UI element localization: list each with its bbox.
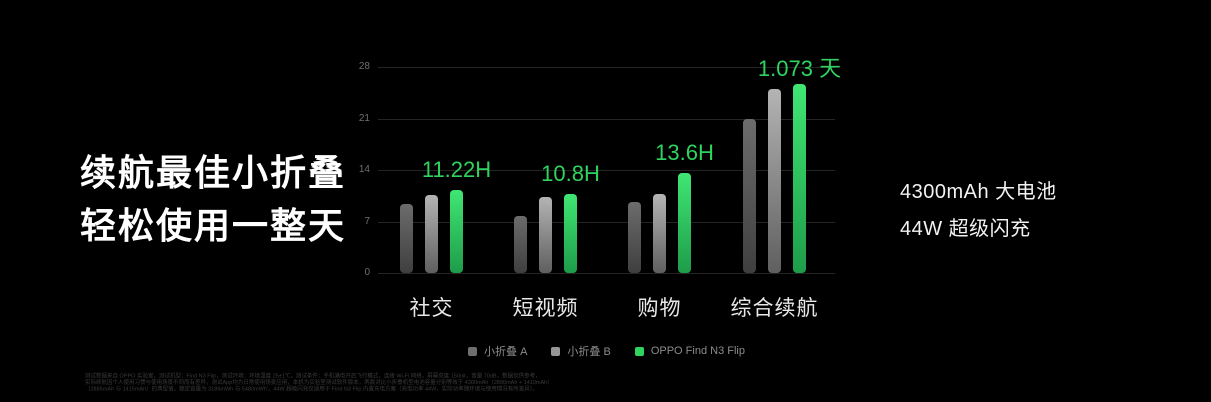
value-label-短视频: 10.8H	[541, 160, 600, 186]
headline: 续航最佳小折叠 轻松使用一整天	[80, 146, 346, 252]
bar-综合续航-小折叠 A	[743, 118, 756, 273]
legend-label: OPPO Find N3 Flip	[650, 345, 745, 357]
spec-battery: 4300mAh 大电池	[900, 181, 1057, 203]
bar-社交-小折叠 A	[400, 203, 413, 273]
bar-综合续航-OPPO Find N3 Flip	[793, 83, 806, 273]
legend-item-小折叠 B: 小折叠 B	[551, 343, 611, 359]
footnote-line-2: 实际续航因个人使用习惯与使用场景不同而有差异，测试App均为日常使用场景应用，本…	[85, 379, 553, 386]
y-axis-tick-21: 21	[358, 112, 370, 124]
chart-legend: 小折叠 A 小折叠 B OPPO Find N3 Flip	[378, 343, 835, 359]
footnote-text: 测试数据来自 OPPO 实验室，测试机型：Find N3 Flip，测试环境：环…	[85, 373, 595, 393]
legend-swatch-icon	[634, 346, 644, 356]
legend-swatch-icon	[468, 346, 478, 356]
spec-highlights: 4300mAh 大电池 44W 超级闪充	[900, 174, 1057, 248]
legend-swatch-icon	[551, 346, 561, 356]
bar-短视频-小折叠 A	[514, 216, 527, 273]
category-label-购物: 购物	[637, 297, 682, 320]
value-label-购物: 13.6H	[655, 139, 714, 165]
gridline-y-28	[378, 67, 835, 68]
gridline-y-21	[378, 118, 835, 120]
y-axis-tick-0: 0	[364, 267, 370, 278]
y-axis-tick-14: 14	[358, 164, 370, 175]
category-label-短视频: 短视频	[512, 297, 579, 320]
value-label-综合续航: 1.073 天	[757, 55, 842, 81]
bar-短视频-小折叠 B	[539, 197, 552, 273]
gridline-y-0	[378, 273, 835, 274]
bar-社交-小折叠 B	[425, 195, 438, 273]
gridline-y-14	[378, 170, 835, 171]
footnote-line-1: 测试数据来自 OPPO 实验室，测试机型：Find N3 Flip，测试环境：环…	[85, 373, 541, 379]
gridline-y-7	[378, 221, 835, 223]
category-label-综合续航: 综合续航	[730, 297, 819, 320]
headline-line-2: 轻松使用一整天	[80, 205, 347, 246]
legend-item-小折叠 A: 小折叠 A	[468, 343, 527, 359]
headline-line-1: 续航最佳小折叠	[80, 152, 347, 193]
y-axis-tick-7: 7	[364, 215, 370, 227]
bar-购物-小折叠 B	[653, 194, 666, 273]
bar-综合续航-小折叠 B	[768, 89, 781, 273]
spec-charging: 44W 超级闪充	[900, 218, 1031, 240]
bar-购物-小折叠 A	[628, 201, 641, 273]
footnote-line-3: （2885mAh 与 1415mAh）的典型值，额定容量为 3186mWh 与 …	[85, 386, 539, 392]
category-label-社交: 社交	[409, 297, 454, 320]
value-label-社交: 11.22H	[421, 157, 492, 183]
y-axis-tick-28: 28	[358, 61, 370, 72]
bar-购物-OPPO Find N3 Flip	[678, 172, 691, 273]
legend-label: 小折叠 A	[484, 346, 528, 358]
footnote: 测试数据来自 OPPO 实验室，测试机型：Find N3 Flip，测试环境：环…	[85, 373, 595, 399]
legend-item-OPPO Find N3 Flip: OPPO Find N3 Flip	[634, 345, 745, 357]
bar-社交-OPPO Find N3 Flip	[450, 190, 463, 273]
bar-短视频-OPPO Find N3 Flip	[564, 193, 577, 273]
legend-label: 小折叠 B	[567, 346, 611, 358]
